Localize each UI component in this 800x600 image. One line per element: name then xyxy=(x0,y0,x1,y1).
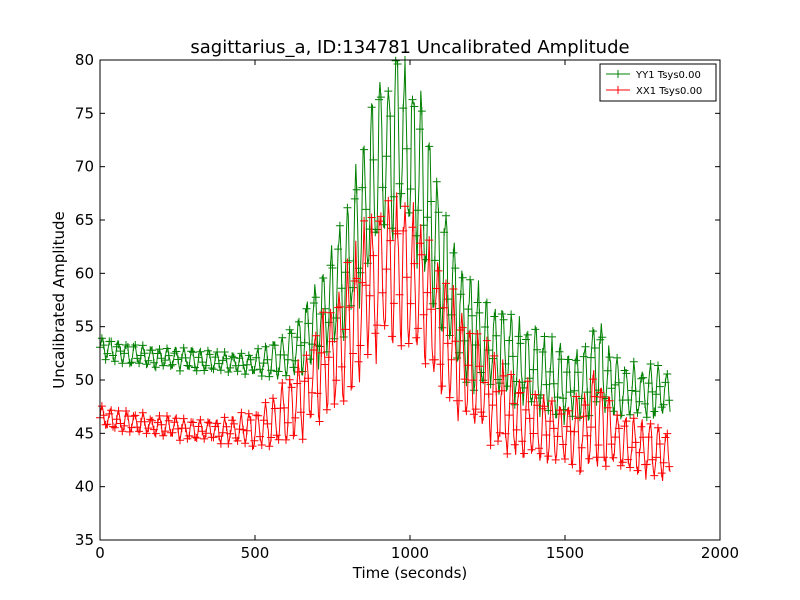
legend-label: YY1 Tsys0.00 xyxy=(635,70,701,81)
x-tick-label: 500 xyxy=(241,544,270,562)
y-tick-label: 40 xyxy=(75,478,94,496)
axis-ticks: 0 500 1000 1500 2000 35 40 45 50 55 60 65 70 75 80 xyxy=(75,51,739,562)
y-tick-label: 55 xyxy=(75,318,94,336)
legend-marker xyxy=(614,70,622,78)
chart-title: sagittarius_a, ID:134781 Uncalibrated Am… xyxy=(190,37,629,58)
y-tick-label: 70 xyxy=(75,158,94,176)
y-axis-label: Uncalibrated Amplitude xyxy=(50,211,68,388)
y-tick-label: 75 xyxy=(75,104,94,122)
legend-entry: YY1 Tsys0.00 xyxy=(606,70,701,81)
series-1 xyxy=(96,192,674,482)
y-tick-label: 50 xyxy=(75,371,94,389)
x-axis-label: Time (seconds) xyxy=(352,564,468,582)
x-tick-label: 1500 xyxy=(546,544,584,562)
legend-marker xyxy=(614,86,622,94)
y-tick-label: 45 xyxy=(75,424,94,442)
y-tick-label: 35 xyxy=(75,531,94,549)
y-tick-label: 65 xyxy=(75,211,94,229)
plot-area xyxy=(96,56,674,482)
y-tick-label: 60 xyxy=(75,264,94,282)
x-tick-label: 0 xyxy=(95,544,105,562)
legend-label: XX1 Tsys0.00 xyxy=(636,86,702,97)
y-tick-label: 80 xyxy=(75,51,94,69)
x-tick-label: 2000 xyxy=(701,544,739,562)
legend-box xyxy=(599,63,717,102)
legend-entry: XX1 Tsys0.00 xyxy=(606,86,702,97)
legend: YY1 Tsys0.00 XX1 Tsys0.00 xyxy=(599,63,717,102)
x-tick-label: 1000 xyxy=(391,544,429,562)
